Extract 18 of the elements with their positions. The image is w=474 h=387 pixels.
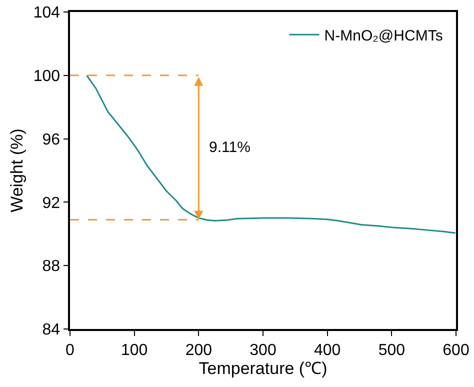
x-tick-label: 300 xyxy=(250,342,276,359)
y-tick-label: 84 xyxy=(42,322,60,339)
y-tick-label: 96 xyxy=(42,131,60,148)
y-tick-label: 92 xyxy=(42,194,60,212)
y-tick-label: 100 xyxy=(33,68,60,85)
x-tick-label: 500 xyxy=(378,342,406,359)
x-tick-label: 400 xyxy=(314,342,341,359)
annotation: 9.11% xyxy=(209,139,250,156)
x-tick-label: 100 xyxy=(120,342,148,359)
x-tick-label: 200 xyxy=(185,342,212,359)
x-tick-label: 0 xyxy=(66,342,75,359)
x-tick-label: 600 xyxy=(442,342,470,359)
legend-label: N-MnO₂@HCMTs xyxy=(324,27,443,44)
y-tick-label: 88 xyxy=(42,258,60,276)
y-axis-title: Weight (%) xyxy=(7,128,26,212)
y-tick-label: 104 xyxy=(33,4,60,22)
x-axis-title: Temperature (℃) xyxy=(198,358,328,378)
line-series xyxy=(86,74,456,234)
